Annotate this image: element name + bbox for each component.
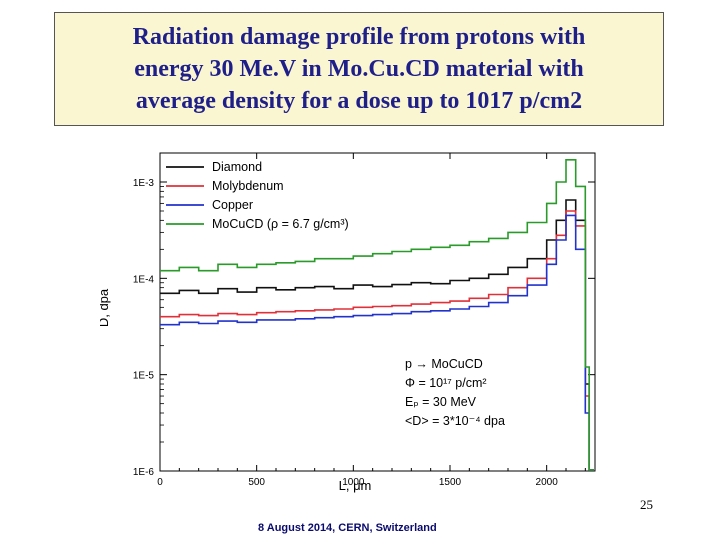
y-tick-label: 1E-4 xyxy=(133,274,155,285)
legend-label-3: MoCuCD (ρ = 6.7 g/cm³) xyxy=(212,217,349,231)
page-number: 25 xyxy=(640,497,653,512)
plot-frame xyxy=(159,152,596,472)
legend-label-1: Molybdenum xyxy=(212,179,284,193)
x-tick-label: 0 xyxy=(157,477,163,488)
y-tick-label: 1E-3 xyxy=(133,178,155,189)
series-line-3 xyxy=(160,159,594,471)
slide-title: Radiation damage profile from protons wi… xyxy=(133,21,586,117)
series-line-0 xyxy=(160,199,594,471)
annotation-3: <D> = 3*10⁻⁴ dpa xyxy=(405,414,505,428)
legend-label-2: Copper xyxy=(212,198,253,212)
title-box: Radiation damage profile from protons wi… xyxy=(54,12,664,126)
x-tick-label: 1000 xyxy=(342,477,365,488)
annotation-1: Φ = 10¹⁷ p/cm² xyxy=(405,376,487,390)
title-line-2: energy 30 Me.V in Mo.Cu.CD material with xyxy=(134,56,584,82)
title-line-1: Radiation damage profile from protons wi… xyxy=(132,24,586,50)
y-axis-label: D, dpa xyxy=(100,288,111,327)
y-tick-label: 1E-5 xyxy=(133,371,155,382)
legend-label-0: Diamond xyxy=(212,160,262,174)
title-line-3: average density for a dose up to 1017 p/… xyxy=(135,88,583,114)
footer-text: 8 August 2014, CERN, Switzerland xyxy=(258,522,437,534)
annotation-0: p → MoCuCD xyxy=(405,357,483,371)
x-axis-label: L, μm xyxy=(339,478,372,493)
y-tick-label: 1E-6 xyxy=(133,467,155,478)
x-tick-label: 500 xyxy=(248,477,265,488)
x-tick-label: 2000 xyxy=(536,477,559,488)
damage-profile-chart: 0 500 1000 1500 2000 1E-6 1E-5 1E-4 1E-3 Diamond M… xyxy=(100,152,596,493)
series-line-1 xyxy=(160,210,594,471)
x-tick-label: 1500 xyxy=(439,477,462,488)
annotation-2: Eₚ = 30 MeV xyxy=(405,395,477,409)
series-line-2 xyxy=(160,214,594,471)
